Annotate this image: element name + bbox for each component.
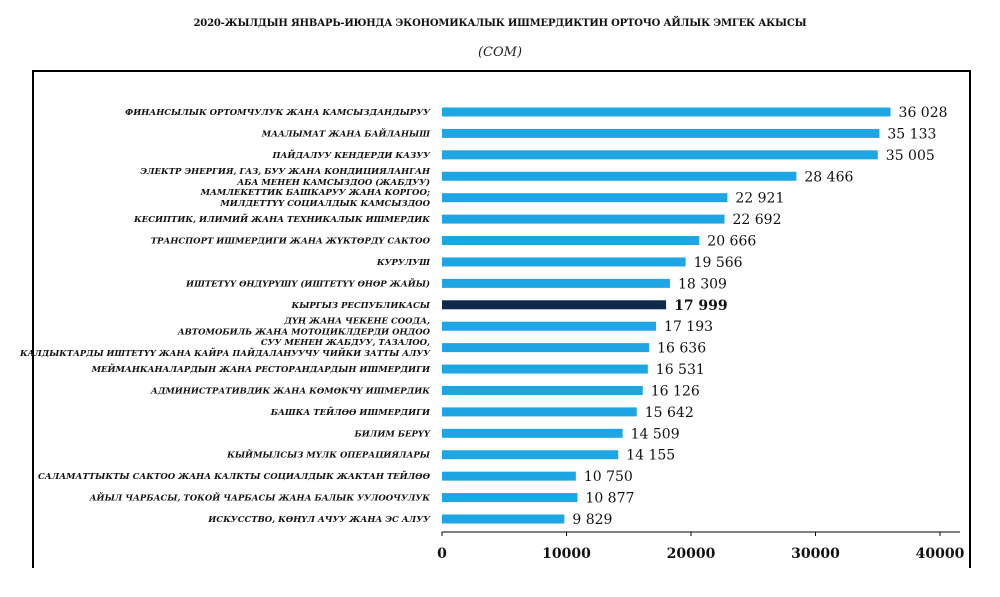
bar	[442, 471, 576, 481]
category-label: МАМЛЕКЕТТИК БАШКАРУУ ЖАНА КОРГОО;	[200, 188, 430, 198]
bar	[442, 450, 619, 460]
data-label: 15 642	[645, 405, 694, 421]
data-label: 16 636	[657, 341, 706, 357]
bar	[442, 150, 878, 160]
category-label: САЛАМАТТЫКТЫ САКТОО ЖАНА КАЛКТЫ СОЦИАЛДЫ…	[38, 469, 431, 482]
data-label: 35 133	[887, 126, 936, 142]
bar	[442, 493, 578, 503]
category-label: ПАЙДАЛУУ КЕНДЕРДИ КАЗУУ	[271, 148, 431, 161]
bar	[442, 257, 686, 267]
category-label: КЫЙМЫЛСЫЗ МҮЛК ОПЕРАЦИЯЛАРЫ	[226, 448, 431, 461]
category-label: АДМИНИСТРАТИВДИК ЖАНА КӨМӨКЧҮ ИШМЕРДИК	[150, 386, 430, 396]
bar	[442, 321, 657, 331]
data-label: 20 666	[707, 234, 756, 250]
category-label: АЙЫЛ ЧАРБАСЫ, ТОКОЙ ЧАРБАСЫ ЖАНА БАЛЫК У…	[89, 491, 431, 504]
x-tick-label: 30000	[791, 546, 840, 562]
category-label: БИЛИМ БЕРҮҮ	[354, 429, 431, 439]
bar-highlight	[442, 300, 667, 310]
x-tick-label: 10000	[542, 546, 591, 562]
bar	[442, 364, 648, 374]
bar	[442, 407, 637, 417]
data-label: 22 692	[733, 212, 782, 228]
data-label: 19 566	[694, 255, 743, 271]
data-label: 14 509	[631, 426, 680, 442]
data-label: 16 531	[656, 362, 705, 378]
chart-unit: (СОМ)	[477, 45, 523, 60]
category-label: ТРАНСПОРТ ИШМЕРДИГИ ЖАНА ЖҮКТӨРДҮ САКТОО	[151, 237, 431, 247]
x-tick-label: 20000	[667, 546, 716, 562]
bar	[442, 385, 643, 395]
bar	[442, 278, 670, 288]
category-label: СУУ МЕНЕН ЖАБДУУ, ТАЗАЛОО,	[261, 338, 430, 348]
category-label: ИСКУССТВО, КӨҢҮЛ АЧУУ ЖАНА ЭС АЛУУ	[207, 515, 431, 525]
category-label: МЕЙМАНКАНАЛАРДЫН ЖАНА РЕСТОРАНДАРДЫН ИШМ…	[91, 362, 431, 375]
data-label: 22 921	[735, 191, 784, 207]
data-label: 16 126	[651, 383, 700, 399]
bar	[442, 236, 700, 246]
category-label: КАЛДЫКТАРДЫ ИШТЕТҮҮ ЖАНА КАЙРА ПАЙДАЛАНУ…	[19, 346, 431, 359]
data-label: 17 999	[674, 298, 728, 314]
data-label: 18 309	[678, 276, 727, 292]
data-label: 35 005	[886, 148, 935, 164]
category-label: МИЛДЕТТҮҮ СОЦИАЛДЫК КАМСЫЗДОО	[219, 199, 430, 209]
category-label: КУРУЛУШ	[376, 258, 431, 268]
category-label: ДҮҢ ЖАНА ЧЕКЕНЕ СООДА,	[283, 317, 430, 327]
category-label: КЕСИПТИК, ИЛИМИЙ ЖАНА ТЕХНИКАЛЫК ИШМЕРДИ…	[133, 212, 430, 225]
data-label: 28 466	[804, 169, 853, 185]
category-label: КЫРГЫЗ РЕСПУБЛИКАСЫ	[290, 301, 430, 311]
category-label: ИШТЕТҮҮ ӨНДҮРҮШҮ (ИШТЕТҮҮ ӨНӨР ЖАЙЫ)	[185, 276, 430, 289]
bar	[442, 214, 725, 224]
data-label: 14 155	[626, 448, 675, 464]
category-label: БАШКА ТЕЙЛӨӨ ИШМЕРДИГИ	[270, 405, 431, 418]
data-label: 36 028	[899, 105, 948, 121]
bar	[442, 128, 880, 138]
bar	[442, 428, 623, 438]
data-label: 10 877	[585, 491, 634, 507]
category-label: АБА МЕНЕН КАМСЫЗДОО (ЖАБДУУ)	[236, 177, 430, 188]
bar	[442, 193, 728, 203]
x-tick-label: 0	[437, 546, 447, 562]
x-tick-label: 40000	[916, 546, 965, 562]
bar	[442, 107, 891, 117]
category-label: АВТОМОБИЛЬ ЖАНА МОТОЦИКЛДЕРДИ ОҢДОО	[177, 328, 431, 338]
chart-title: 2020-ЖЫЛДЫН ЯНВАРЬ-ИЮНДА ЭКОНОМИКАЛЫК ИШ…	[193, 18, 807, 29]
bar	[442, 514, 565, 524]
bar	[442, 343, 650, 353]
category-label: ФИНАНСЫЛЫК ОРТОМЧУЛУК ЖАНА КАМСЫЗДАНДЫРУ…	[125, 108, 431, 118]
category-label: ЭЛЕКТР ЭНЕРГИЯ, ГАЗ, БУУ ЖАНА КОНДИЦИЯЛА…	[140, 167, 431, 177]
category-label: МААЛЫМАТ ЖАНА БАЙЛАНЫШ	[261, 126, 431, 139]
chart-frame	[32, 70, 971, 568]
data-label: 9 829	[572, 512, 612, 528]
bar	[442, 171, 797, 181]
data-label: 10 750	[584, 469, 633, 485]
data-label: 17 193	[664, 319, 713, 335]
